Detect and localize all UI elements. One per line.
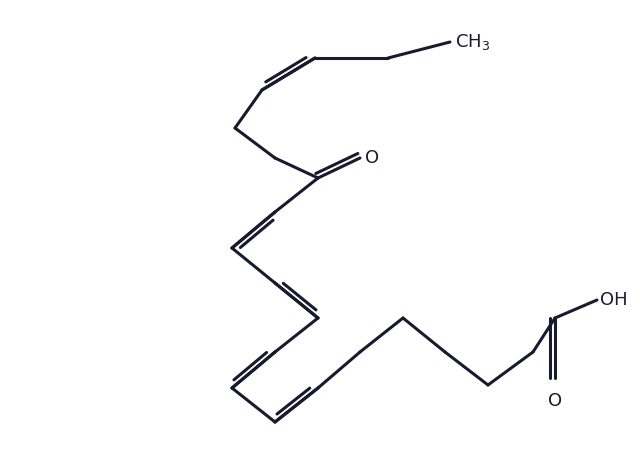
Text: CH$_3$: CH$_3$: [455, 32, 490, 52]
Text: O: O: [365, 149, 379, 167]
Text: O: O: [548, 392, 562, 410]
Text: OH: OH: [600, 291, 628, 309]
